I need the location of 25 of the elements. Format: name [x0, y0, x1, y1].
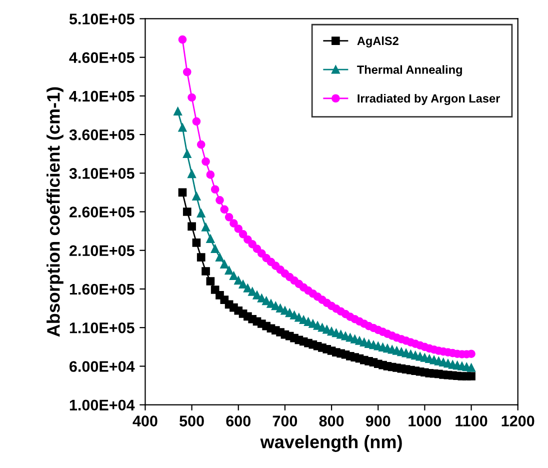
- y-tick-label: 4.10E+05: [69, 90, 134, 102]
- x-tick-label: 600: [226, 416, 250, 426]
- y-tick-label: 3.60E+05: [69, 129, 134, 140]
- y-tick-label: 1.10E+05: [70, 322, 134, 334]
- x-axis-title: wavelength (nm): [260, 435, 402, 452]
- x-tick-label: 800: [319, 416, 344, 426]
- y-tick-label: 6.00E+04: [70, 361, 135, 372]
- legend-label: Irradiated by Argon Laser: [358, 94, 500, 106]
- x-tick-label: 1100: [456, 416, 488, 426]
- y-tick-label: 4.60E+05: [69, 52, 134, 64]
- x-tick-label: 1200: [502, 416, 534, 426]
- x-tick-label: 1000: [408, 416, 442, 426]
- x-tick-label: 900: [366, 416, 390, 426]
- y-tick-label: 5.10E+05: [69, 14, 134, 24]
- x-tick-label: 500: [180, 416, 204, 426]
- y-tick-label: 2.60E+05: [69, 206, 134, 218]
- y-tick-label: 2.10E+05: [69, 245, 134, 256]
- y-tick-label: 3.10E+05: [69, 168, 134, 179]
- legend-label: Thermal Annealing: [357, 65, 462, 76]
- x-tick-label: 400: [132, 416, 158, 426]
- y-tick-label: 1.00E+04: [70, 400, 135, 411]
- y-tick-label: 1.60E+05: [70, 284, 134, 295]
- x-tick-label: 700: [272, 416, 298, 426]
- y-axis-title: Absorption coefficient (cm-1): [46, 87, 64, 337]
- legend-label: AgAlS2: [357, 36, 398, 48]
